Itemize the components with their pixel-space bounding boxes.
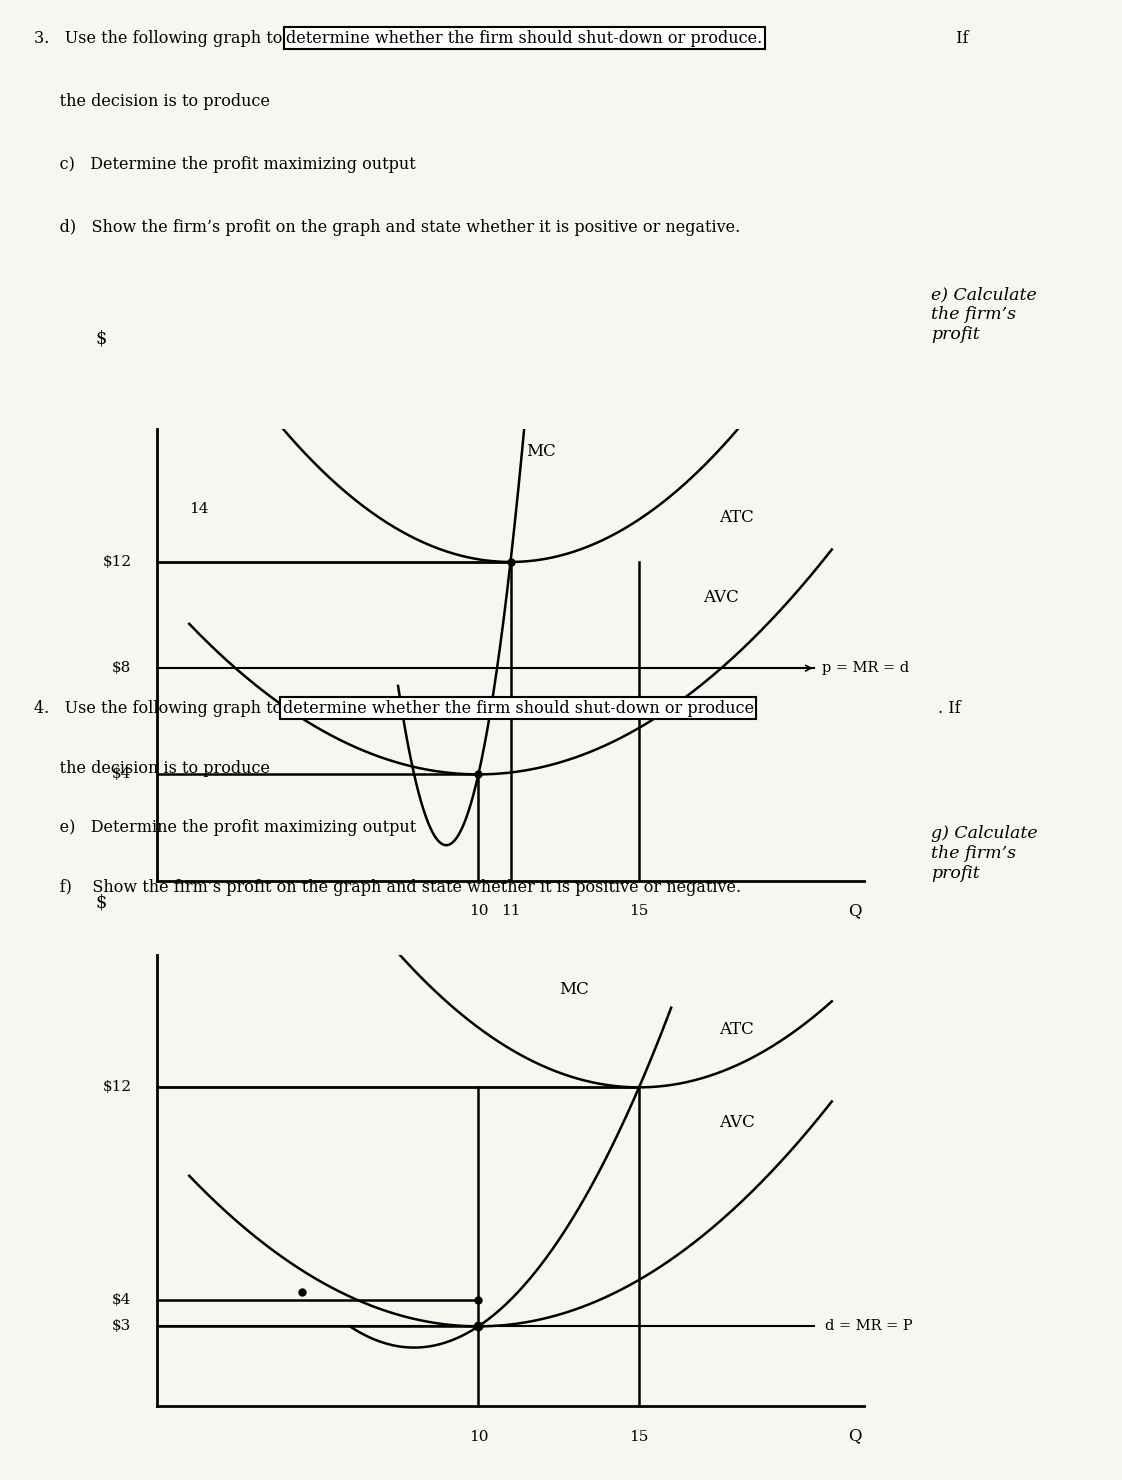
Text: AVC: AVC bbox=[719, 1114, 755, 1131]
Text: ATC: ATC bbox=[719, 1021, 754, 1039]
Text: $4: $4 bbox=[112, 768, 131, 781]
Text: $4: $4 bbox=[112, 1294, 131, 1307]
Text: 10: 10 bbox=[469, 1430, 488, 1444]
Text: . If: . If bbox=[938, 700, 960, 716]
Text: g) Calculate
the firm’s
profit: g) Calculate the firm’s profit bbox=[931, 826, 1038, 882]
Text: 4.   Use the following graph to: 4. Use the following graph to bbox=[34, 700, 287, 716]
Text: $3: $3 bbox=[112, 1319, 131, 1333]
Text: 10: 10 bbox=[469, 904, 488, 919]
Text: determine whether the firm should shut-down or produce: determine whether the firm should shut-d… bbox=[283, 700, 754, 716]
Text: MC: MC bbox=[526, 443, 557, 460]
Text: determine whether the firm should shut-down or produce.: determine whether the firm should shut-d… bbox=[286, 30, 762, 46]
Text: the decision is to produce: the decision is to produce bbox=[34, 759, 269, 777]
Text: $12: $12 bbox=[102, 1080, 131, 1094]
Text: the decision is to produce: the decision is to produce bbox=[34, 93, 269, 110]
Text: 15: 15 bbox=[629, 1430, 649, 1444]
Text: 3.   Use the following graph to: 3. Use the following graph to bbox=[34, 30, 287, 46]
Text: p = MR = d: p = MR = d bbox=[822, 662, 909, 675]
Text: e)   Determine the profit maximizing output: e) Determine the profit maximizing outpu… bbox=[34, 820, 416, 836]
Text: MC: MC bbox=[559, 981, 588, 999]
Text: 14: 14 bbox=[190, 502, 209, 517]
Text: If: If bbox=[951, 30, 969, 46]
Text: AVC: AVC bbox=[703, 589, 739, 605]
Text: ATC: ATC bbox=[719, 509, 754, 525]
Text: c)   Determine the profit maximizing output: c) Determine the profit maximizing outpu… bbox=[34, 155, 415, 173]
Text: $: $ bbox=[95, 894, 107, 912]
Text: 15: 15 bbox=[629, 904, 649, 919]
Text: f)    Show the firm’s profit on the graph and state whether it is positive or ne: f) Show the firm’s profit on the graph a… bbox=[34, 879, 741, 897]
Text: $: $ bbox=[95, 329, 107, 346]
Text: d)   Show the firm’s profit on the graph and state whether it is positive or neg: d) Show the firm’s profit on the graph a… bbox=[34, 219, 739, 237]
Text: $8: $8 bbox=[112, 662, 131, 675]
Text: e) Calculate
the firm’s
profit: e) Calculate the firm’s profit bbox=[931, 287, 1037, 343]
Text: $12: $12 bbox=[102, 555, 131, 568]
Text: Q: Q bbox=[848, 1427, 862, 1444]
Text: 11: 11 bbox=[500, 904, 521, 919]
Text: Q: Q bbox=[848, 901, 862, 919]
Text: d = MR = P: d = MR = P bbox=[826, 1319, 913, 1333]
